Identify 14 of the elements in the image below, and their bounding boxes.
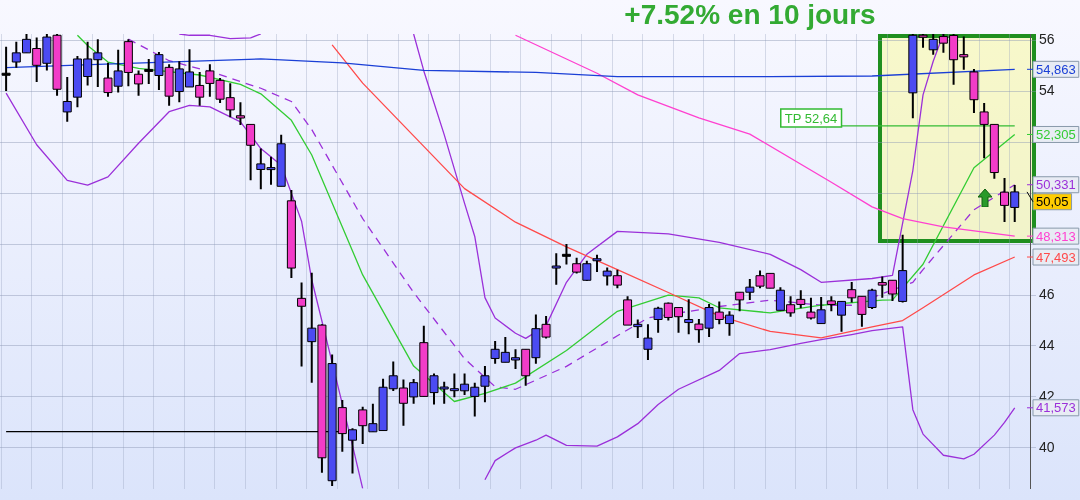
y-tick-label: 44 [1039,336,1055,353]
text: 54,863 [1036,61,1076,77]
series-label: TP 52,64 [784,110,838,126]
text: 48,313 [1036,228,1076,244]
text: 50,331 [1036,177,1076,193]
y-tick-label: 54 [1039,82,1055,99]
chart-title: +7.52% en 10 jours [624,0,876,30]
y-tick-label: 46 [1039,285,1055,302]
text: 47,493 [1036,249,1076,265]
text: 50,05 [1036,194,1069,210]
y-tick-label: 40 [1039,438,1055,455]
y-tick-label: 56 [1039,31,1055,48]
text: 52,305 [1036,127,1076,143]
text: 41,573 [1036,400,1076,416]
